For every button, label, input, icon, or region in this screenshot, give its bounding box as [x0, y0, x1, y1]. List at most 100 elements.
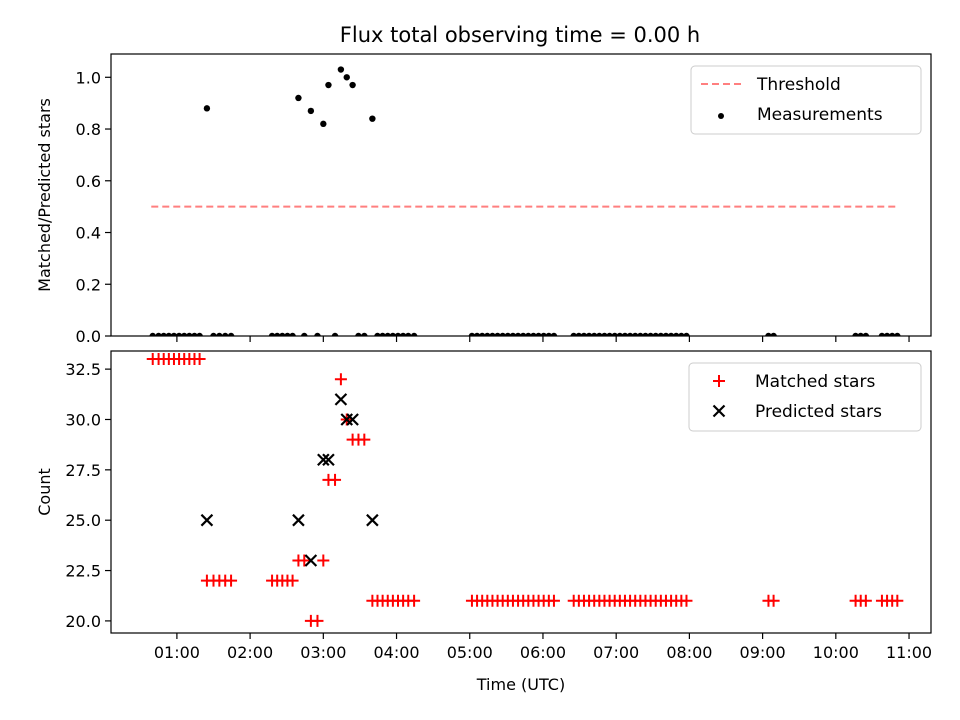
measurement-point — [489, 332, 496, 336]
y-tick-label: 0.6 — [76, 172, 101, 191]
legend-label: Predicted stars — [755, 402, 882, 422]
measurement-point — [314, 332, 321, 336]
measurement-point — [389, 332, 397, 336]
x-tick-label: 06:00 — [520, 643, 566, 662]
measurement-point — [284, 332, 291, 336]
y-axis-label: Matched/Predicted stars — [35, 98, 54, 292]
measurement-point — [499, 332, 506, 336]
measurement-point — [196, 332, 203, 336]
measurement-point — [399, 332, 407, 336]
y-tick-label: 20.0 — [65, 612, 101, 631]
measurement-point — [878, 332, 886, 336]
measurement-point — [509, 332, 517, 336]
measurement-point — [186, 332, 193, 336]
matched-star-point — [317, 554, 330, 567]
measurement-point — [632, 332, 639, 336]
measurement-point — [585, 332, 593, 336]
measurement-point — [550, 332, 558, 336]
matched-star-point — [298, 554, 311, 567]
measurement-point — [216, 332, 223, 336]
measurement-point — [384, 332, 391, 336]
measurement-point — [325, 81, 332, 89]
measurement-point — [160, 332, 167, 336]
matched-star-point — [358, 433, 371, 446]
measurement-point — [652, 332, 659, 336]
matched-star-point — [547, 594, 560, 607]
measurement-point — [504, 332, 512, 336]
measurement-point — [468, 332, 476, 336]
measurement-point — [289, 332, 296, 336]
measurement-point — [320, 120, 327, 128]
measurement-point — [203, 105, 211, 112]
legend-label: Matched stars — [755, 372, 875, 392]
legend-box — [690, 65, 922, 135]
measurement-point — [410, 332, 418, 336]
predicted-star-point — [322, 453, 335, 467]
measurement-point — [862, 332, 870, 336]
measurement-point — [637, 332, 644, 336]
measurement-point — [545, 332, 553, 336]
measurement-point — [494, 332, 501, 336]
measurement-point — [227, 332, 235, 336]
legend-measurement-swatch — [718, 113, 724, 119]
measurement-point — [678, 332, 685, 336]
matched-star-point — [408, 594, 421, 607]
matched-star-point — [329, 473, 342, 486]
y-tick-label: 0.0 — [76, 327, 101, 346]
measurement-point — [307, 107, 315, 115]
measurement-point — [621, 332, 629, 336]
legend-box — [688, 362, 922, 432]
measurement-point — [165, 332, 173, 336]
y-tick-label: 22.5 — [65, 562, 101, 581]
measurement-point — [888, 332, 896, 336]
measurement-point — [175, 332, 183, 336]
measurement-point — [210, 332, 217, 336]
measurement-point — [765, 332, 772, 336]
measurement-point — [883, 332, 891, 336]
measurement-point — [657, 332, 665, 336]
y-tick-label: 30.0 — [65, 410, 101, 429]
y-tick-label: 32.5 — [65, 360, 101, 379]
measurement-point — [519, 332, 527, 336]
measurement-point — [591, 332, 598, 336]
measurement-point — [894, 332, 901, 336]
measurement-point — [405, 332, 412, 336]
predicted-star-point — [334, 393, 348, 406]
matched-star-point — [859, 594, 872, 607]
measurement-point — [606, 332, 613, 336]
measurement-point — [611, 332, 618, 336]
measurement-point — [570, 332, 577, 336]
measurement-point — [601, 332, 608, 336]
plot-area-1 — [146, 353, 904, 627]
x-tick-label: 10:00 — [813, 643, 859, 662]
measurement-point — [478, 332, 486, 336]
matched-star-point — [311, 614, 324, 627]
x-tick-label: 04:00 — [373, 643, 419, 662]
measurement-point — [374, 332, 381, 336]
y-tick-label: 1.0 — [76, 68, 101, 87]
x-tick-label: 02:00 — [227, 643, 273, 662]
legend: Threshold Measurements — [690, 65, 922, 135]
measurement-point — [149, 332, 156, 336]
y-tick-label: 25.0 — [65, 511, 101, 530]
matched-star-point — [891, 594, 904, 607]
measurement-point — [484, 332, 491, 336]
measurement-point — [343, 74, 350, 81]
measurement-point — [337, 66, 345, 73]
measurement-point — [191, 332, 198, 336]
matched-star-point — [225, 574, 238, 587]
x-tick-label: 03:00 — [300, 643, 346, 662]
predicted-star-point — [304, 554, 318, 567]
measurement-point — [525, 332, 532, 336]
measurement-point — [369, 115, 376, 122]
measurement-point — [683, 332, 690, 336]
measurement-point — [626, 332, 634, 336]
measurement-point — [379, 332, 386, 336]
matched-star-point — [680, 594, 693, 607]
x-tick-label: 09:00 — [740, 643, 786, 662]
measurement-point — [540, 332, 547, 336]
measurement-point — [273, 332, 281, 336]
measurement-point — [355, 332, 362, 336]
legend-predicted-swatch — [712, 404, 726, 418]
